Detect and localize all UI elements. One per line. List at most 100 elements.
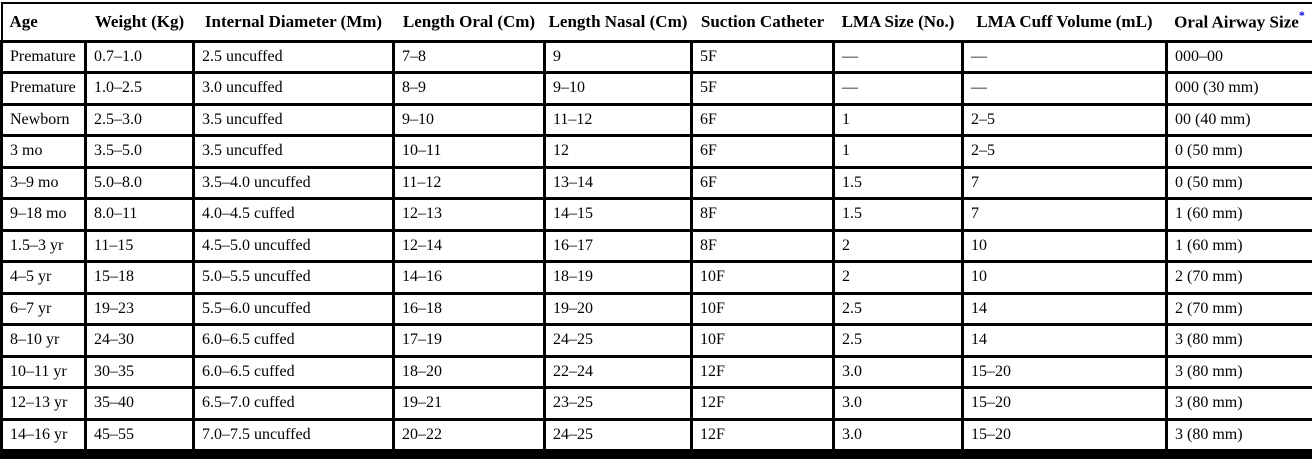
cell: 4.5–5.0 uncuffed	[192, 228, 395, 263]
cell: Premature	[0, 39, 87, 74]
cell: 19–20	[543, 291, 693, 326]
cell: 5F	[690, 39, 835, 74]
table-row: 8–10 yr 24–30 6.0–6.5 cuffed 17–19 24–25 10F 2…	[0, 323, 1312, 358]
cell: 5.5–6.0 uncuffed	[192, 291, 395, 326]
column-header-label: LMA Size (No.)	[841, 11, 955, 31]
cell: 3 mo	[0, 134, 87, 169]
cell: 3.5 uncuffed	[192, 134, 395, 169]
column-header-length-oral-cm: Length Oral (Cm)	[393, 3, 545, 43]
cell: 7–8	[392, 39, 546, 74]
column-header-label: Weight (Kg)	[94, 11, 185, 31]
cell: 1	[832, 102, 964, 137]
cell: 24–25	[543, 323, 693, 358]
cell: 2–5	[961, 134, 1168, 169]
cell: 000 (30 mm)	[1165, 71, 1312, 106]
cell: 19–21	[392, 386, 546, 421]
column-header-age: Age	[1, 3, 86, 43]
cell: 0 (50 mm)	[1165, 165, 1312, 200]
cell: 2	[832, 260, 964, 295]
cell: 1	[832, 134, 964, 169]
cell: 2.5–3.0	[84, 102, 195, 137]
cell: 3 (80 mm)	[1165, 354, 1312, 389]
column-header-lma-cuff-volume-ml: LMA Cuff Volume (mL)	[962, 3, 1167, 43]
cell: 14–16 yr	[0, 417, 87, 452]
footnote-asterisk: *	[1298, 8, 1305, 23]
cell: 15–20	[961, 417, 1168, 452]
cell: 3.0	[832, 386, 964, 421]
cell: 14	[961, 323, 1168, 358]
cell: 45–55	[84, 417, 195, 452]
cell: 5.0–8.0	[84, 165, 195, 200]
column-header-weight-kg: Weight (Kg)	[85, 3, 194, 43]
cell: 8F	[690, 228, 835, 263]
cell: 1 (60 mm)	[1165, 228, 1312, 263]
column-header-label: Suction Catheter	[700, 11, 825, 31]
cell: 10F	[690, 323, 835, 358]
cell: 12–14	[392, 228, 546, 263]
cell: 14	[961, 291, 1168, 326]
cell: 1.5	[832, 165, 964, 200]
cell: 4.0–4.5 cuffed	[192, 197, 395, 232]
cell: 12	[543, 134, 693, 169]
cell: 9	[543, 39, 693, 74]
cell: 15–18	[84, 260, 195, 295]
table-body: Premature 0.7–1.0 2.5 uncuffed 7–8 9 5F — —000–…	[0, 39, 1312, 452]
cell: —	[832, 39, 964, 74]
cell: —	[961, 39, 1168, 74]
cell: 1 (60 mm)	[1165, 197, 1312, 232]
table-row: 6–7 yr 19–23 5.5–6.0 uncuffed 16–18 19–20 10F…	[0, 291, 1312, 326]
cell: 2.5	[832, 291, 964, 326]
cell: 8F	[690, 197, 835, 232]
table-row: Premature 0.7–1.0 2.5 uncuffed 7–8 9 5F — —000–…	[0, 39, 1312, 74]
table-header: Age Weight (Kg) Internal Diameter (Mm) Leng…	[1, 3, 1312, 43]
cell: 3–9 mo	[0, 165, 87, 200]
cell: 1.5–3 yr	[0, 228, 87, 263]
cell: 3.5–4.0 uncuffed	[192, 165, 395, 200]
cell: 0 (50 mm)	[1165, 134, 1312, 169]
cell: 15–20	[961, 354, 1168, 389]
cell: 6F	[690, 165, 835, 200]
cell: 1.5	[832, 197, 964, 232]
cell: 000–00	[1165, 39, 1312, 74]
cell: 6.5–7.0 cuffed	[192, 386, 395, 421]
table-row: Newborn 2.5–3.0 3.5 uncuffed 9–10 11–12 6F 1 2–…	[0, 102, 1312, 137]
cell: 3 (80 mm)	[1165, 417, 1312, 452]
cell: 7.0–7.5 uncuffed	[192, 417, 395, 452]
cell: 2 (70 mm)	[1165, 291, 1312, 326]
column-header-label: Length Nasal (Cm)	[548, 11, 688, 31]
cell: 16–17	[543, 228, 693, 263]
cell: 14–16	[392, 260, 546, 295]
cell: 12–13	[392, 197, 546, 232]
cell: 8–10 yr	[0, 323, 87, 358]
cell: 23–25	[543, 386, 693, 421]
header-row: Age Weight (Kg) Internal Diameter (Mm) Leng…	[1, 3, 1312, 43]
cell: 3 (80 mm)	[1165, 323, 1312, 358]
cell: 10–11	[392, 134, 546, 169]
table-row: 9–18 mo 8.0–11 4.0–4.5 cuffed 12–13 14–15 8F 1…	[0, 197, 1312, 232]
table-row: 3 mo 3.5–5.0 3.5 uncuffed 10–11 12 6F 1 2–5 0 (5…	[0, 134, 1312, 169]
cell: 3 (80 mm)	[1165, 386, 1312, 421]
cell: —	[961, 71, 1168, 106]
cell: 8–9	[392, 71, 546, 106]
cell: 9–10	[392, 102, 546, 137]
cell: 2–5	[961, 102, 1168, 137]
cell: 12F	[690, 417, 835, 452]
column-header-suction-catheter: Suction Catheter	[691, 3, 834, 43]
cell: 13–14	[543, 165, 693, 200]
table-row: 12–13 yr 35–40 6.5–7.0 cuffed 19–21 23–25 12F…	[0, 386, 1312, 421]
cell: 11–12	[543, 102, 693, 137]
column-header-internal-diameter-mm: Internal Diameter (Mm)	[193, 3, 394, 43]
cell: 10	[961, 260, 1168, 295]
cell: —	[832, 71, 964, 106]
cell: 0.7–1.0	[84, 39, 195, 74]
column-header-label: Internal Diameter (Mm)	[204, 11, 383, 31]
table-row: 4–5 yr 15–18 5.0–5.5 uncuffed 14–16 18–19 10F…	[0, 260, 1312, 295]
cell: 12F	[690, 386, 835, 421]
cell: 22–24	[543, 354, 693, 389]
cell: 35–40	[84, 386, 195, 421]
cell: Newborn	[0, 102, 87, 137]
cell: 10F	[690, 291, 835, 326]
column-header-label: Age	[9, 11, 38, 31]
cell: Premature	[0, 71, 87, 106]
cell: 8.0–11	[84, 197, 195, 232]
